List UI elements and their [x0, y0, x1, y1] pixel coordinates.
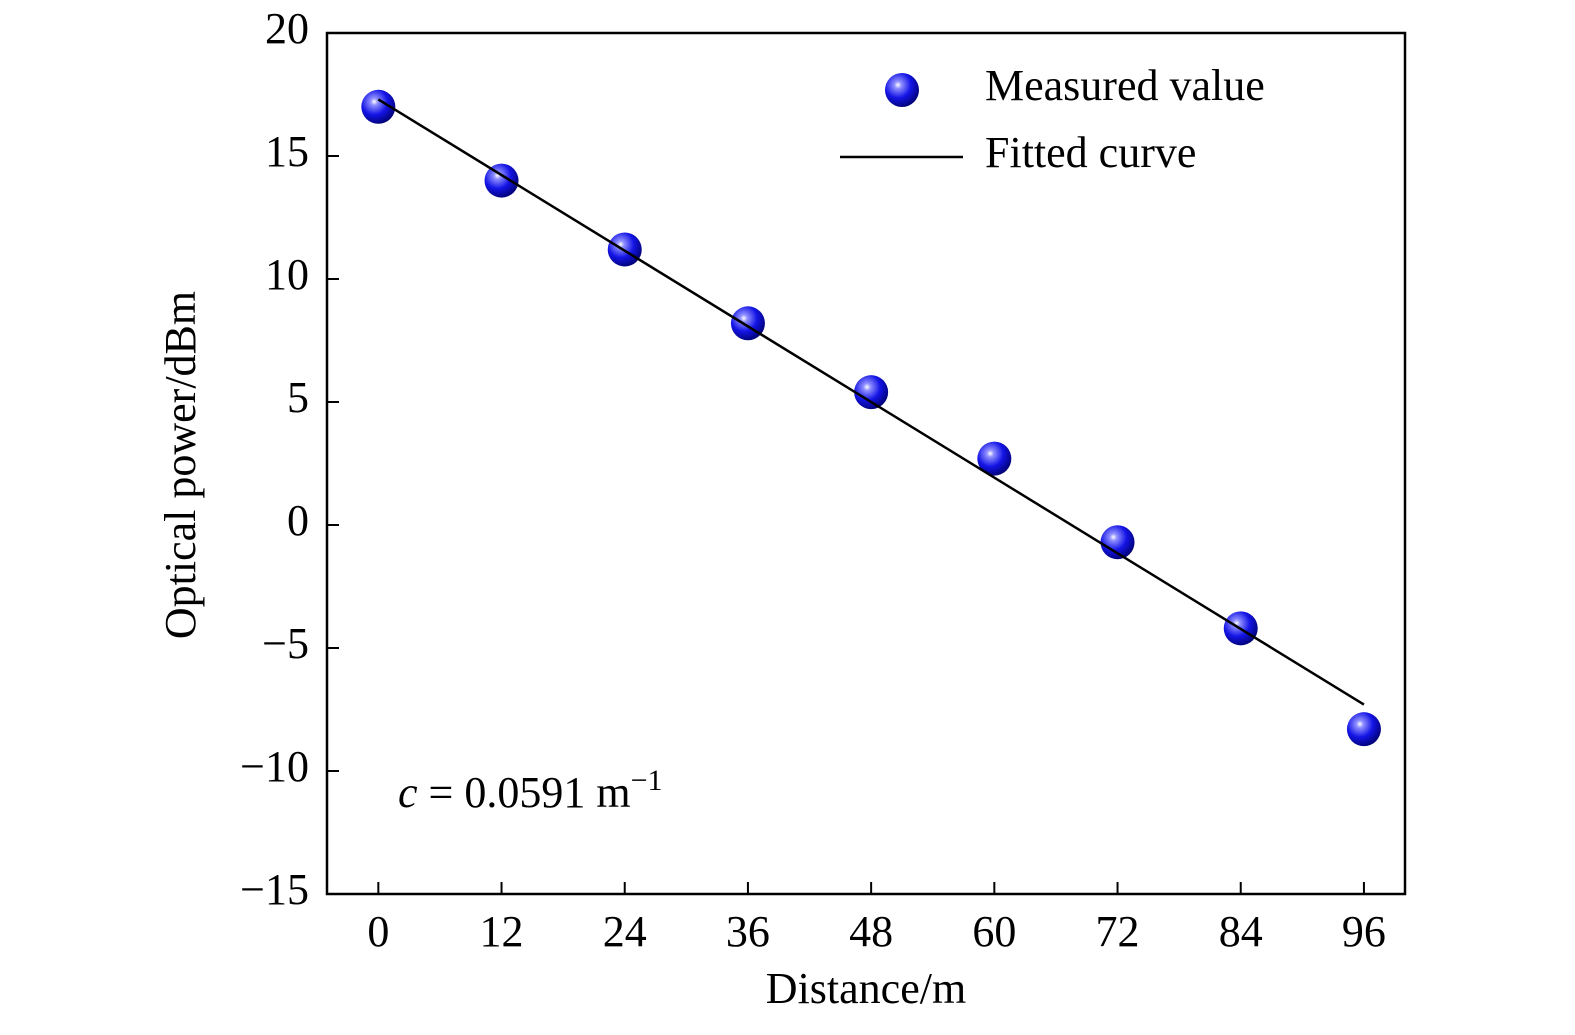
x-tick-label: 84 — [1219, 907, 1263, 956]
y-axis-label: Optical power/dBm — [156, 291, 205, 639]
data-point — [977, 441, 1012, 476]
y-tick-label: −15 — [240, 865, 309, 914]
data-point — [361, 89, 396, 124]
data-point — [730, 306, 765, 341]
y-tick-label: −10 — [240, 742, 309, 791]
y-tick-label: 10 — [265, 250, 309, 299]
data-point — [1100, 525, 1135, 560]
x-tick-label: 36 — [726, 907, 770, 956]
x-tick-label: 24 — [603, 907, 647, 956]
legend-label: Measured value — [985, 61, 1265, 110]
x-axis-label: Distance/m — [766, 964, 966, 1013]
x-tick-label: 12 — [480, 907, 524, 956]
data-point — [854, 375, 889, 410]
annotation-exponent: −1 — [631, 764, 663, 797]
y-tick-label: 20 — [265, 4, 309, 53]
y-tick-label: 0 — [287, 496, 309, 545]
y-tick-label: −5 — [262, 619, 309, 668]
plot-frame — [325, 31, 1407, 896]
annotation-symbol: c — [398, 768, 418, 817]
legend-marker — [885, 73, 919, 107]
y-tick-label: 15 — [265, 127, 309, 176]
x-tick-label: 72 — [1096, 907, 1140, 956]
x-tick-label: 48 — [849, 907, 893, 956]
x-tick-label: 0 — [367, 907, 389, 956]
data-point — [1346, 712, 1381, 747]
annotation: c = 0.0591 m−1 — [398, 764, 663, 817]
data-point — [484, 163, 519, 198]
y-tick-label: 5 — [287, 373, 309, 422]
legend-label: Fitted curve — [985, 128, 1196, 177]
x-tick-label: 96 — [1342, 907, 1386, 956]
fitted-line — [377, 98, 1365, 706]
x-tick-label: 60 — [972, 907, 1016, 956]
annotation-text: = 0.0591 m — [429, 768, 631, 817]
